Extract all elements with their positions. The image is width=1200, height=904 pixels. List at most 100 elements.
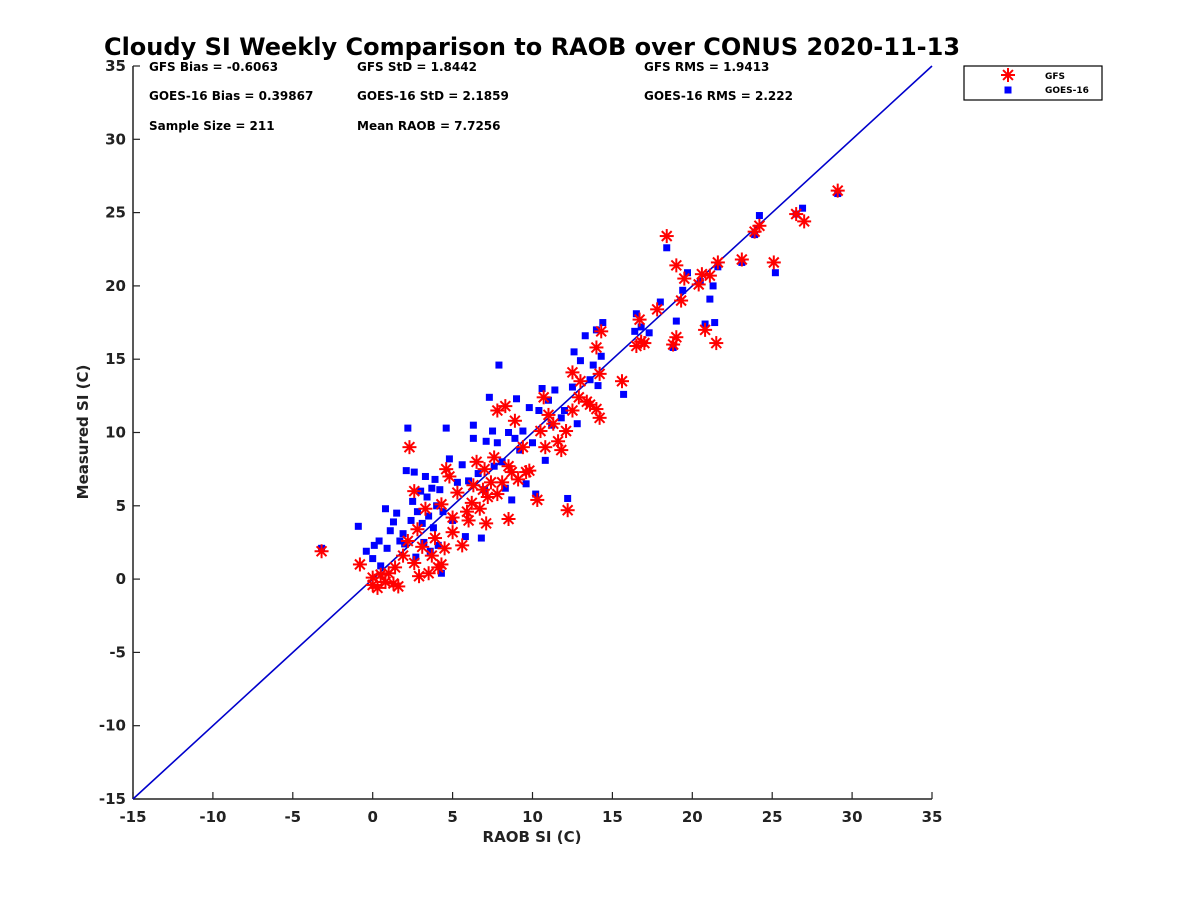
gfs-point (592, 410, 607, 425)
gfs-point (571, 390, 586, 405)
gfs-point (632, 312, 647, 327)
gfs-point (583, 397, 598, 412)
goes16-point (594, 382, 602, 390)
legend-goes16-marker (1004, 86, 1012, 94)
goes16-point (370, 541, 378, 549)
y-tick-label: 10 (105, 424, 126, 442)
series-gfs (314, 183, 845, 595)
gfs-point (498, 399, 513, 414)
x-tick-label: 15 (602, 808, 623, 826)
gfs-point (483, 475, 498, 490)
goes16-point (377, 562, 385, 570)
chart-title: Cloudy SI Weekly Comparison to RAOB over… (104, 33, 960, 61)
goes16-point (428, 484, 436, 492)
gfs-point (709, 336, 724, 351)
gfs-point (475, 482, 490, 497)
goes16-point (433, 502, 441, 510)
stat-sample-size: Sample Size = 211 (149, 119, 275, 133)
gfs-point (314, 544, 329, 559)
goes16-point (434, 541, 442, 549)
gfs-point (412, 569, 427, 584)
goes16-point (439, 508, 447, 516)
gfs-point (402, 440, 417, 455)
stats-annotations: GFS Bias = -0.6063 GFS StD = 1.8442 GFS … (149, 60, 793, 133)
goes16-point (421, 472, 429, 480)
goes16-point (383, 544, 391, 552)
goes16-point (501, 484, 509, 492)
goes16-point (396, 537, 404, 545)
gfs-point (614, 374, 629, 389)
goes16-point (493, 439, 501, 447)
stat-mean-raob: Mean RAOB = 7.7256 (357, 119, 501, 133)
x-tick-label: -10 (199, 808, 226, 826)
gfs-point (480, 490, 495, 505)
stat-gfs-bias: GFS Bias = -0.6063 (149, 60, 278, 74)
legend-gfs-asterisk (1001, 68, 1015, 82)
stat-goes-std: GOES-16 StD = 2.1859 (357, 89, 509, 103)
goes16-point (409, 497, 417, 505)
gfs-point (434, 497, 449, 512)
goes16-point (429, 524, 437, 532)
goes16-point (369, 555, 377, 563)
gfs-point (421, 566, 436, 581)
legend-box (963, 65, 1103, 101)
gfs-point (559, 424, 574, 439)
gfs-point (461, 513, 476, 528)
gfs-point (445, 510, 460, 525)
y-tick-label: 30 (105, 130, 126, 148)
goes16-point (645, 329, 653, 337)
gfs-point (428, 531, 443, 546)
gfs-point (407, 484, 422, 499)
goes16-point (425, 512, 433, 520)
goes16-point (631, 327, 639, 335)
goes16-point (560, 407, 568, 415)
goes16-point (445, 455, 453, 463)
legend-gfs-marker (1001, 68, 1015, 82)
x-tick-label: 5 (447, 808, 457, 826)
goes16-point (410, 468, 418, 476)
goes16-point (490, 462, 498, 470)
goes16-point (362, 547, 370, 555)
gfs-point (573, 374, 588, 389)
gfs-point (565, 403, 580, 418)
goes16-point (551, 386, 559, 394)
goes16-point (519, 427, 527, 435)
x-tick-label: 25 (762, 808, 783, 826)
goes16-point (389, 518, 397, 526)
goes16-point (489, 427, 497, 435)
gfs-point (677, 271, 692, 286)
goes16-point (513, 395, 521, 403)
goes16-point (679, 286, 687, 294)
goes16-point (592, 326, 600, 334)
goes16-point (437, 569, 445, 577)
gfs-point (702, 268, 717, 283)
gfs-point (637, 336, 652, 351)
gfs-point (391, 579, 406, 594)
gfs-point (487, 450, 502, 465)
gfs-point (533, 424, 548, 439)
y-tick-label: 5 (116, 497, 126, 515)
gfs-point (396, 548, 411, 563)
y-tick-label: -15 (99, 790, 126, 808)
x-tick-label: 0 (367, 808, 377, 826)
goes16-point (529, 439, 536, 447)
goes16-point (656, 298, 664, 306)
y-tick-label: -5 (109, 643, 126, 661)
legend-goes16-label: GOES-16 (1045, 86, 1089, 96)
goes16-point (407, 516, 415, 524)
goes16-point (544, 396, 552, 404)
gfs-point (352, 557, 367, 572)
gfs-point (515, 440, 530, 455)
goes16-point (541, 456, 549, 464)
goes16-point (442, 424, 450, 432)
gfs-point (766, 255, 781, 270)
gfs-point (407, 555, 422, 570)
y-tick-label: 25 (105, 204, 126, 222)
y-tick-label: 20 (105, 277, 126, 295)
goes16-point (755, 212, 763, 220)
goes16-point (576, 357, 584, 365)
goes16-point (423, 493, 431, 501)
gfs-point (388, 560, 403, 575)
goes16-point (436, 486, 444, 494)
goes16-point (532, 490, 540, 498)
